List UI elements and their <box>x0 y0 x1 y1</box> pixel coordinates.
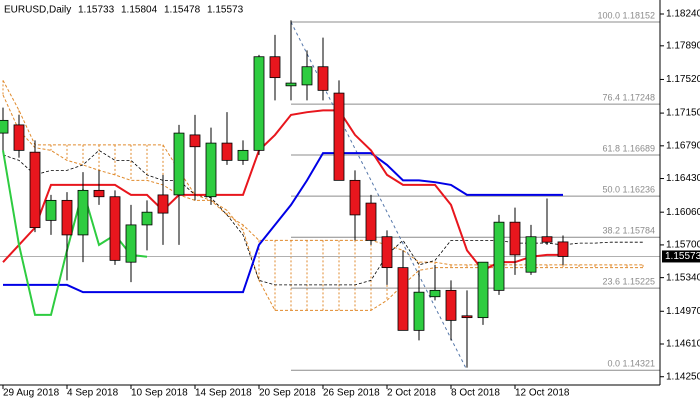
y-tick-label: 1.17520 <box>666 74 700 85</box>
fib-label: 23.6 1.15225 <box>602 276 655 286</box>
y-tick-label: 1.14970 <box>666 306 700 317</box>
x-tick-label: 8 Oct 2018 <box>451 388 500 399</box>
candle-body <box>61 199 73 236</box>
x-tick-label: 4 Sep 2018 <box>67 388 119 399</box>
x-tick-label: 29 Aug 2018 <box>3 388 60 399</box>
candle-body <box>525 236 537 273</box>
y-tick-label: 1.15700 <box>666 240 700 251</box>
x-tick-label: 26 Sep 2018 <box>323 388 380 399</box>
x-tick-label: 10 Sep 2018 <box>131 388 188 399</box>
header-value: 1.15733 <box>78 5 115 16</box>
y-tick-label: 1.14610 <box>666 339 700 350</box>
price-tag <box>662 250 700 263</box>
y-tick-label: 1.16430 <box>666 173 700 184</box>
y-tick-label: 1.17890 <box>666 40 700 51</box>
candle-body <box>141 211 153 226</box>
candle-body <box>0 119 9 134</box>
x-tick-label: 12 Oct 2018 <box>515 388 570 399</box>
candle-body <box>269 56 281 79</box>
candle-body <box>317 66 329 91</box>
candle-body <box>77 189 89 236</box>
candle-body <box>173 132 185 196</box>
candle-body <box>333 92 345 181</box>
candle-body <box>509 221 521 256</box>
candle-body <box>381 236 393 269</box>
candle-body <box>365 202 377 241</box>
fib-label: 100.0 1.18152 <box>597 10 655 20</box>
candle-body <box>413 291 425 331</box>
plot-layer: 100.0 1.18152 76.4 1.17248 61.8 1.16689 50.… <box>0 10 660 371</box>
header-value: 1.15478 <box>164 5 201 16</box>
y-tick-label: 1.16790 <box>666 140 700 151</box>
y-tick-label: 1.16060 <box>666 207 700 218</box>
candle-body <box>285 82 297 87</box>
candle-body <box>221 142 233 161</box>
candle-body <box>125 224 137 263</box>
candle-body <box>157 194 169 214</box>
candle-body <box>237 149 249 161</box>
y-tick-label: 1.15340 <box>666 272 700 283</box>
indicator-line <box>2 150 148 316</box>
header-value: 1.15804 <box>121 5 158 16</box>
y-tick-label: 1.17150 <box>666 108 700 119</box>
x-tick-label: 14 Sep 2018 <box>195 388 252 399</box>
candle-body <box>461 315 473 319</box>
candle-body <box>429 289 441 298</box>
fib-label: 76.4 1.17248 <box>602 93 655 103</box>
candle-body <box>93 189 105 198</box>
fib-label: 0.0 1.14321 <box>607 359 655 369</box>
fib-label: 38.2 1.15784 <box>602 226 655 236</box>
chart-title: EURUSD,Daily <box>4 5 71 16</box>
fib-label: 61.8 1.16689 <box>602 143 655 153</box>
y-tick-label: 1.14250 <box>666 371 700 382</box>
candle-body <box>301 66 313 86</box>
candle-body <box>189 134 201 148</box>
candle-body <box>493 221 505 291</box>
x-tick-label: 20 Sep 2018 <box>259 388 316 399</box>
indicator-line <box>2 109 563 272</box>
fib-label: 50.0 1.16236 <box>602 185 655 195</box>
candle-body <box>397 267 409 331</box>
header-value: 1.15573 <box>207 5 244 16</box>
candle-body <box>45 199 57 221</box>
indicator-line <box>3 152 563 294</box>
candle-body <box>109 196 121 261</box>
y-tick-label: 1.18240 <box>666 9 700 20</box>
candle-body <box>13 124 25 151</box>
candle-body <box>205 142 217 198</box>
candle-body <box>445 289 457 321</box>
candle-body <box>253 56 265 151</box>
candle-body <box>477 261 489 319</box>
candle-body <box>349 179 361 216</box>
candle-body <box>29 151 41 229</box>
x-tick-label: 2 Oct 2018 <box>387 388 436 399</box>
fib-trend <box>290 21 468 371</box>
candle-body <box>541 236 553 243</box>
candle-body <box>557 241 569 257</box>
price-tag-label: 1.15573 <box>665 251 700 262</box>
